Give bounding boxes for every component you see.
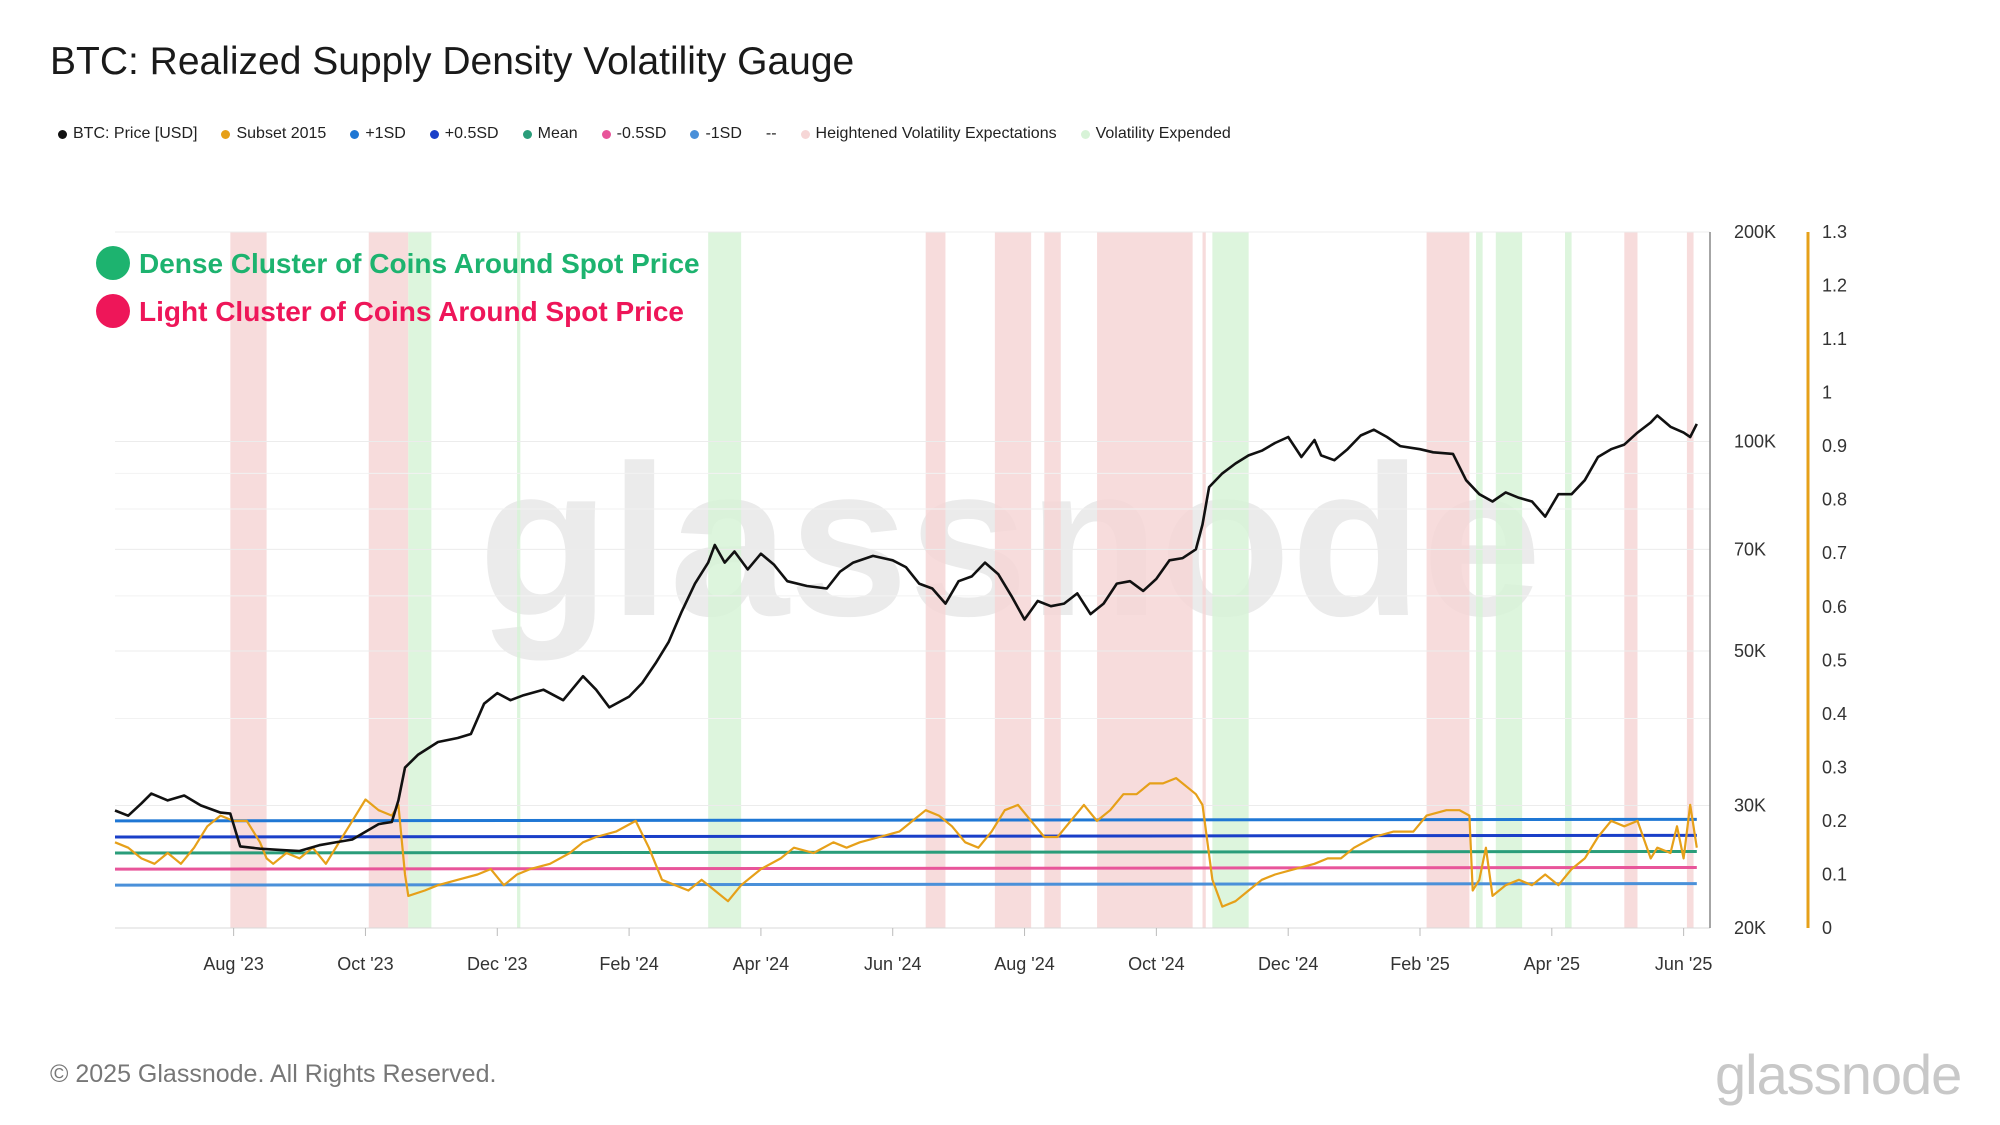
legend-dot: [601, 129, 611, 139]
x-tick-label: Dec '23: [467, 954, 527, 974]
right-y-tick-label: 1.3: [1822, 222, 1847, 242]
right-y-tick-label: 1: [1822, 383, 1832, 403]
right-y-tick-label: 0.1: [1822, 864, 1847, 884]
legend-label: --: [765, 125, 777, 142]
right-y-tick-label: 0.6: [1822, 597, 1847, 617]
copyright-footer: © 2025 Glassnode. All Rights Reserved.: [50, 1060, 497, 1088]
left-y-tick-label: 20K: [1734, 918, 1766, 938]
legend-item-heightened-volatility[interactable]: Heightened Volatility Expectations: [800, 125, 1057, 143]
x-tick-label: Apr '25: [1524, 954, 1580, 974]
volatility-expended-band: [1212, 232, 1249, 928]
legend-dot: [522, 129, 532, 139]
sd-line: [114, 849, 1697, 855]
right-y-tick-label: 0.9: [1822, 436, 1847, 456]
legend-label: +0.5SD: [444, 125, 499, 142]
legend-item-plus-1sd[interactable]: +1SD: [350, 125, 406, 143]
x-tick-label: Oct '24: [1128, 954, 1184, 974]
legend: BTC: Price [USD] Subset 2015 +1SD +0.5SD…: [58, 125, 1231, 143]
heightened-volatility-band: [1686, 232, 1694, 928]
red-dot-icon: [96, 294, 130, 328]
volatility-expended-band: [408, 232, 432, 928]
volatility-bands: [230, 232, 1694, 928]
sd-lines: [114, 817, 1697, 887]
x-tick-label: Feb '24: [599, 954, 658, 974]
legend-item-minus-half-sd[interactable]: -0.5SD: [601, 125, 667, 143]
brand-logo: glassnode: [1715, 1043, 1962, 1106]
legend-label: -1SD: [705, 125, 742, 142]
series-lines: [114, 414, 1698, 908]
right-y-tick-label: 0.3: [1822, 757, 1847, 777]
left-y-tick-label: 70K: [1734, 539, 1766, 559]
volatility-expended-band: [517, 232, 521, 928]
x-tick-label: Feb '25: [1390, 954, 1449, 974]
volatility-expended-band: [1495, 232, 1523, 928]
volatility-expended-band: [708, 232, 742, 928]
legend-item-plus-half-sd[interactable]: +0.5SD: [429, 125, 499, 143]
x-tick-label: Oct '23: [337, 954, 393, 974]
legend-dot: [800, 129, 810, 139]
left-y-tick-label: 50K: [1734, 641, 1766, 661]
right-y-tick-label: 1.2: [1822, 276, 1847, 296]
legend-label: -0.5SD: [616, 125, 667, 142]
sd-line: [114, 866, 1697, 871]
left-y-tick-label: 100K: [1734, 432, 1776, 452]
heightened-volatility-band: [368, 232, 409, 928]
x-tick-label: Aug '24: [994, 954, 1055, 974]
right-y-tick-label: 1.1: [1822, 329, 1847, 349]
axes: Aug '23 Oct '23 Dec '23 Feb '24 Apr '24 Jun '…: [115, 222, 1847, 974]
heightened-volatility-band: [1202, 232, 1206, 928]
legend-item-price[interactable]: BTC: Price [USD]: [58, 125, 197, 143]
chart-title: BTC: Realized Supply Density Volatility …: [50, 40, 855, 83]
x-tick-label: Jun '25: [1655, 954, 1712, 974]
legend-item-dash[interactable]: --: [766, 125, 777, 143]
left-y-tick-label: 200K: [1734, 222, 1776, 242]
right-y-tick-label: 0.8: [1822, 490, 1847, 510]
x-tick-label: Dec '24: [1258, 954, 1318, 974]
legend-item-subset-2015[interactable]: Subset 2015: [221, 125, 326, 143]
legend-label: Mean: [537, 125, 578, 142]
legend-dot: [350, 129, 360, 139]
heightened-volatility-band: [1097, 232, 1193, 928]
legend-dot: [1080, 129, 1090, 139]
right-y-tick-label: 0: [1822, 918, 1832, 938]
heightened-volatility-band: [1624, 232, 1638, 928]
legend-label: Subset 2015: [236, 125, 327, 142]
btc-price-line: [114, 414, 1698, 853]
legend-item-mean[interactable]: Mean: [522, 125, 578, 143]
x-tick-label: Jun '24: [864, 954, 921, 974]
annotation-dense-text: Dense Cluster of Coins Around Spot Price: [139, 248, 700, 279]
right-y-tick-label: 0.5: [1822, 650, 1847, 670]
green-dot-icon: [96, 246, 130, 280]
legend-item-minus-1sd[interactable]: -1SD: [690, 125, 742, 143]
legend-dot: [221, 129, 231, 139]
subset-2015-line: [114, 777, 1698, 908]
annotation-dense-cluster: Dense Cluster of Coins Around Spot Price: [96, 246, 700, 280]
sd-line: [114, 817, 1697, 823]
legend-label: Volatility Expended: [1095, 125, 1231, 142]
legend-label: +1SD: [365, 125, 406, 142]
annotation-light-text: Light Cluster of Coins Around Spot Price: [139, 296, 684, 327]
sd-line: [114, 833, 1697, 839]
sd-line: [114, 882, 1697, 887]
x-tick-label: Aug '23: [203, 954, 264, 974]
heightened-volatility-band: [925, 232, 946, 928]
right-y-tick-label: 0.7: [1822, 543, 1847, 563]
heightened-volatility-band: [1044, 232, 1061, 928]
volatility-expended-band: [1565, 232, 1572, 928]
legend-item-volatility-expended[interactable]: Volatility Expended: [1080, 125, 1231, 143]
heightened-volatility-band: [1426, 232, 1470, 928]
legend-label: BTC: Price [USD]: [73, 125, 198, 142]
legend-dot: [58, 129, 67, 139]
left-y-tick-label: 30K: [1734, 795, 1766, 815]
heightened-volatility-band: [230, 232, 267, 928]
legend-label: Heightened Volatility Expectations: [815, 125, 1057, 142]
legend-dot: [429, 129, 439, 139]
x-tick-label: Apr '24: [733, 954, 789, 974]
right-y-tick-label: 0.4: [1822, 704, 1847, 724]
volatility-expended-band: [1476, 232, 1483, 928]
legend-dot: [690, 129, 700, 139]
annotation-light-cluster: Light Cluster of Coins Around Spot Price: [96, 294, 684, 328]
right-y-tick-label: 0.2: [1822, 811, 1847, 831]
